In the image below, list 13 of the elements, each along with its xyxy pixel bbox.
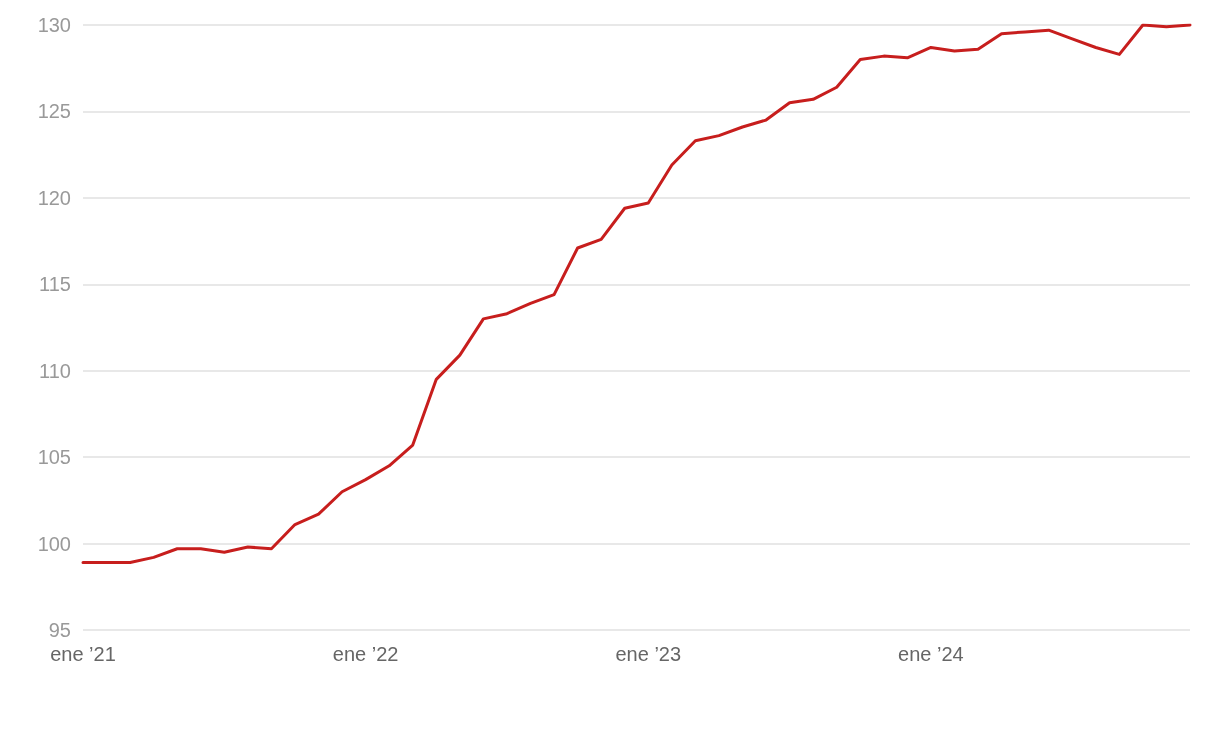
x-tick-label: ene ’23 — [615, 643, 682, 665]
y-tick-label: 110 — [39, 359, 71, 382]
y-tick-label: 120 — [37, 186, 71, 209]
y-tick-label: 125 — [37, 100, 71, 123]
y-tick-label: 115 — [39, 273, 71, 296]
x-tick-label: ene ’24 — [898, 643, 964, 665]
y-tick-label: 95 — [48, 619, 71, 641]
x-tick-label: ene ’22 — [332, 643, 399, 665]
y-tick-label: 130 — [37, 14, 71, 36]
y-tick-label: 100 — [37, 532, 71, 555]
line-series — [81, 23, 1192, 565]
x-tick-label: ene ’21 — [50, 643, 116, 665]
y-tick-label: 105 — [37, 446, 71, 469]
